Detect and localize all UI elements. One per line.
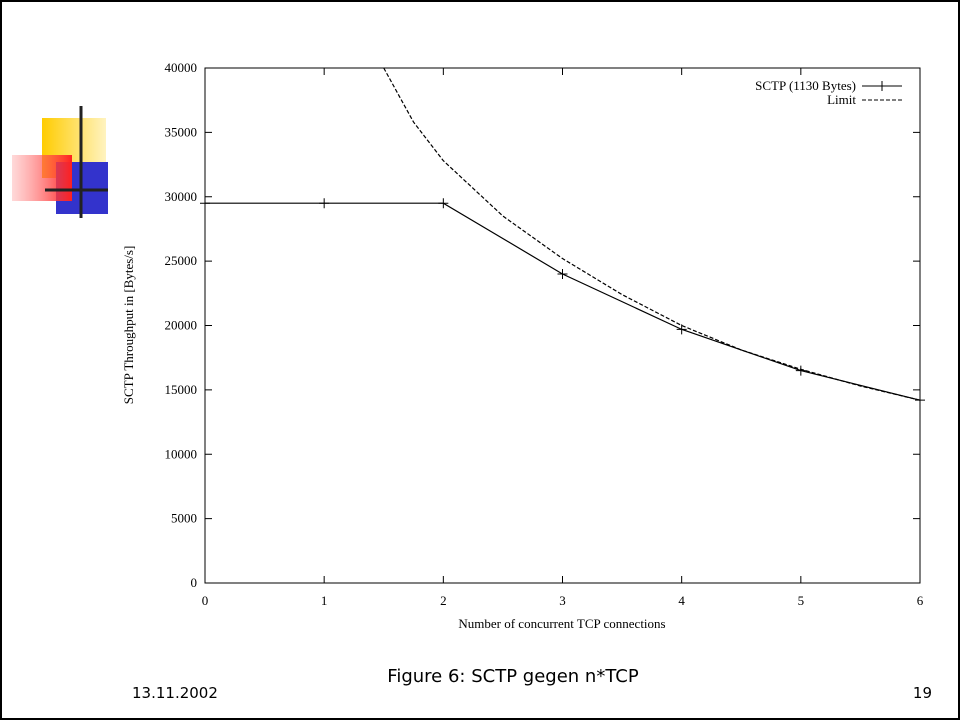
y-tick-label: 25000 [165,253,198,268]
point-marker [557,269,568,279]
x-tick-label: 4 [678,593,685,608]
point-marker [319,198,330,209]
x-tick-label: 2 [440,593,447,608]
date: 13.11.2002 [132,684,218,702]
x-tick-label: 1 [321,593,328,608]
y-tick-label: 35000 [165,124,198,139]
y-tick-label: 10000 [165,446,198,461]
series-line [383,67,921,401]
page-number: 19 [913,684,932,702]
x-tick-label: 5 [798,593,805,608]
y-tick-label: 30000 [165,189,198,204]
point-marker [438,198,449,209]
x-axis-label: Number of concurrent TCP connections [458,616,665,631]
legend-label: SCTP (1130 Bytes) [755,78,856,93]
y-tick-label: 0 [191,575,198,590]
legend-marker [877,81,887,91]
x-tick-label: 6 [917,593,924,608]
x-tick-label: 3 [559,593,566,608]
caption: Figure 6: SCTP gegen n*TCP [387,666,639,687]
y-tick-label: 40000 [165,60,198,75]
logo-square [12,155,72,201]
point-marker [676,324,687,335]
y-axis-label: SCTP Throughput in [Bytes/s] [121,246,136,405]
y-tick-label: 15000 [165,382,198,397]
point-marker [795,365,806,376]
point-marker [200,198,210,209]
y-tick-label: 20000 [165,318,198,333]
x-tick-label: 0 [202,593,209,608]
legend-label: Limit [827,92,856,107]
logo [12,106,108,218]
y-tick-label: 5000 [171,511,197,526]
